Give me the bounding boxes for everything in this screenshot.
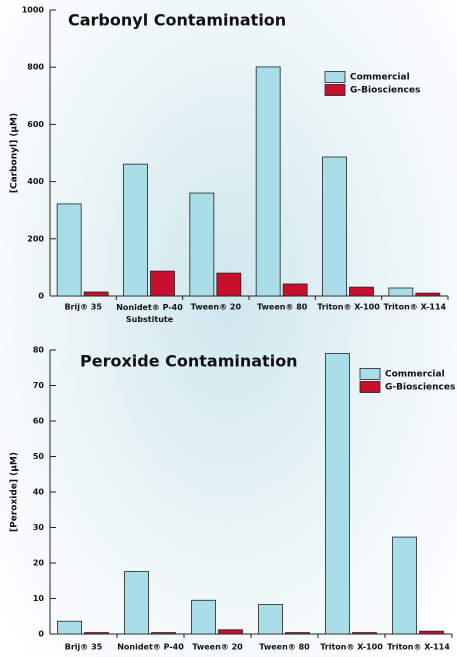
y-tick-label: 400 (27, 177, 44, 186)
bar (190, 193, 214, 296)
legend-label: G-Biosciences (350, 86, 420, 96)
bar (323, 157, 347, 296)
legend-swatch (325, 72, 345, 83)
bar (125, 572, 149, 634)
y-tick-label: 50 (33, 452, 45, 461)
bar (219, 630, 243, 634)
bar (152, 633, 176, 634)
bar (124, 164, 148, 296)
x-tick-label: Triton® X-100 (320, 643, 383, 652)
chart-title: Peroxide Contamination (80, 352, 298, 371)
y-tick-label: 80 (33, 346, 45, 355)
x-tick-label: Tween® 20 (192, 643, 243, 652)
y-tick-label: 0 (38, 630, 44, 639)
y-tick-label: 200 (27, 234, 44, 243)
legend-label: Commercial (385, 370, 445, 380)
bar (393, 537, 417, 634)
x-tick-label: Tween® 20 (191, 303, 242, 312)
x-tick-label: Triton® X-114 (384, 303, 447, 312)
x-tick-label: Nonidet® P-40 (117, 643, 184, 652)
bar (84, 292, 108, 296)
x-tick-label: Tween® 80 (257, 303, 308, 312)
x-tick-label: Tween® 80 (259, 643, 310, 652)
x-tick-label: Brij® 35 (64, 303, 102, 312)
legend-swatch (325, 85, 345, 96)
bar (57, 204, 81, 296)
chart: 02004006008001000Carbonyl Contamination[… (0, 0, 457, 657)
legend-swatch (360, 369, 380, 380)
y-tick-label: 10 (33, 594, 45, 603)
bar (353, 633, 377, 634)
y-tick-label: 20 (33, 559, 45, 568)
y-tick-label: 70 (33, 381, 45, 390)
y-tick-label: 600 (27, 120, 44, 129)
y-axis-label: [Carbonyl] (µM) (10, 113, 20, 193)
y-tick-label: 60 (33, 417, 45, 426)
bar (85, 633, 109, 634)
bar (416, 293, 440, 296)
x-tick-label: Triton® X-114 (387, 643, 450, 652)
y-tick-label: 1000 (22, 6, 45, 15)
bar (217, 273, 241, 296)
bar (286, 633, 310, 634)
bar (151, 271, 175, 296)
bar (259, 605, 283, 634)
x-tick-label: Brij® 35 (65, 643, 103, 652)
y-tick-label: 0 (38, 292, 44, 301)
bar (192, 600, 216, 634)
bar (326, 354, 350, 634)
legend-label: Commercial (350, 73, 410, 83)
bar (389, 288, 413, 296)
y-tick-label: 40 (33, 488, 45, 497)
legend-swatch (360, 382, 380, 393)
y-tick-label: 30 (33, 523, 45, 532)
x-tick-label: Triton® X-100 (317, 303, 380, 312)
bar (256, 67, 280, 296)
chart-title: Carbonyl Contamination (68, 11, 286, 30)
y-tick-label: 800 (27, 63, 44, 72)
bar (58, 621, 82, 634)
bar (420, 631, 444, 634)
bar (350, 287, 374, 296)
y-axis-label: [Peroxide] (µM) (10, 452, 20, 532)
bar (283, 284, 307, 296)
legend-label: G-Biosciences (385, 383, 455, 393)
